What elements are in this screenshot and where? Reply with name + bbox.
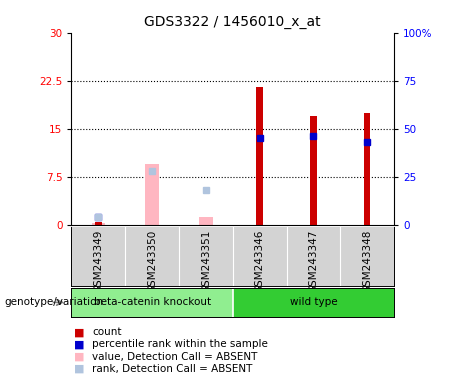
Text: wild type: wild type bbox=[290, 297, 337, 308]
Bar bbox=[95, 222, 101, 225]
Text: GSM243351: GSM243351 bbox=[201, 230, 211, 293]
Text: genotype/variation: genotype/variation bbox=[5, 297, 104, 308]
Title: GDS3322 / 1456010_x_at: GDS3322 / 1456010_x_at bbox=[144, 15, 321, 29]
Text: ■: ■ bbox=[74, 364, 84, 374]
Text: beta-catenin knockout: beta-catenin knockout bbox=[94, 297, 211, 308]
Bar bbox=[233, 288, 394, 317]
Text: count: count bbox=[92, 327, 122, 337]
Text: ■: ■ bbox=[74, 352, 84, 362]
Bar bbox=[199, 217, 213, 225]
Text: GSM243347: GSM243347 bbox=[308, 230, 319, 293]
Text: rank, Detection Call = ABSENT: rank, Detection Call = ABSENT bbox=[92, 364, 253, 374]
Bar bbox=[145, 164, 159, 225]
Bar bbox=[364, 113, 371, 225]
Text: ■: ■ bbox=[74, 327, 84, 337]
Text: ■: ■ bbox=[74, 339, 84, 349]
Text: GSM243348: GSM243348 bbox=[362, 230, 372, 293]
Text: GSM243350: GSM243350 bbox=[147, 230, 157, 293]
Text: percentile rank within the sample: percentile rank within the sample bbox=[92, 339, 268, 349]
Text: GSM243346: GSM243346 bbox=[254, 230, 265, 293]
Bar bbox=[310, 116, 317, 225]
Bar bbox=[71, 288, 233, 317]
Text: value, Detection Call = ABSENT: value, Detection Call = ABSENT bbox=[92, 352, 258, 362]
Bar bbox=[92, 223, 105, 225]
Bar bbox=[256, 87, 263, 225]
Text: GSM243349: GSM243349 bbox=[93, 230, 103, 293]
